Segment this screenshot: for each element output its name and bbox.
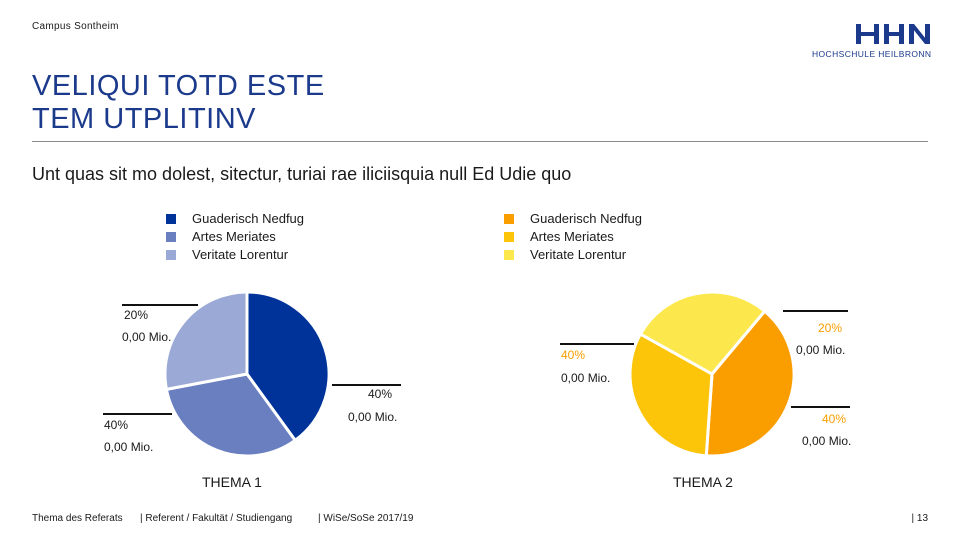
footer-referent: | Referent / Fakultät / Studiengang [140,513,293,524]
legend-item: Veritate Lorentur [504,246,642,264]
pie-chart-thema-2: 20% 0,00 Mio. 40% 0,00 Mio. 40% 0,00 Mio… [560,290,851,490]
legend-swatch [166,232,176,242]
title-line-2: TEM UTPLITINV [32,103,257,135]
pie-1-slices [163,290,331,458]
logo-wordmark: HOCHSCHULE HEILBRONN [812,49,932,59]
legend-thema-1: Guaderisch Nedfug Artes Meriates Veritat… [166,210,304,264]
legend-item: Veritate Lorentur [166,246,304,264]
hhn-logo: HOCHSCHULE HEILBRONN [812,22,932,66]
slice-pct-label: 40% [561,348,585,362]
legend-label: Artes Meriates [530,229,614,244]
footer-topic: Thema des Referats [32,513,123,524]
legend-label: Veritate Lorentur [530,247,627,262]
slice-pct-label: 20% [124,308,148,322]
slice-pct-label: 20% [818,321,842,335]
legend-swatch [166,214,176,224]
legend-label: Veritate Lorentur [192,247,289,262]
pie-slice-3 [638,290,767,376]
slice-amount-label: 0,00 Mio. [796,343,845,357]
slice-pct-label: 40% [368,387,392,401]
legend-item: Guaderisch Nedfug [166,210,304,228]
header-divider [32,141,928,142]
page-title: VELIQUI TOTD ESTE TEM UTPLITINV [32,70,325,136]
campus-label: Campus Sontheim [32,21,119,32]
legend-label: Guaderisch Nedfug [192,211,305,226]
legend-label: Guaderisch Nedfug [530,211,643,226]
legend-swatch [504,214,514,224]
slice-amount-label: 0,00 Mio. [802,434,851,448]
legend-thema-2: Guaderisch Nedfug Artes Meriates Veritat… [504,210,642,264]
footer-page-number: | 13 [911,513,929,524]
legend-swatch [504,250,514,260]
pie-2-slices [628,290,796,458]
legend-item: Guaderisch Nedfug [504,210,642,228]
hhn-logo-icon [856,24,930,44]
chart-title: THEMA 1 [202,474,262,490]
legend-swatch [166,250,176,260]
pie-slice-3 [163,290,249,392]
footer-semester: | WiSe/SoSe 2017/19 [318,513,414,524]
legend-label: Artes Meriates [192,229,276,244]
pie-chart-thema-1: 20% 0,00 Mio. 40% 0,00 Mio. 40% 0,00 Mio… [103,290,401,490]
legend-swatch [504,232,514,242]
chart-title: THEMA 2 [673,474,733,490]
slice-amount-label: 0,00 Mio. [561,371,610,385]
pie-slice-2 [164,372,298,458]
pie-slice-1 [245,290,331,443]
slice-amount-label: 0,00 Mio. [348,410,397,424]
title-line-1: VELIQUI TOTD ESTE [32,70,325,102]
pie-slice-2 [628,331,714,458]
slice-pct-label: 40% [822,412,846,426]
slice-amount-label: 0,00 Mio. [122,330,171,344]
pie-slice-1 [704,309,796,458]
subtitle: Unt quas sit mo dolest, sitectur, turiai… [32,164,572,184]
legend-item: Artes Meriates [504,228,642,246]
slice-amount-label: 0,00 Mio. [104,440,153,454]
legend-item: Artes Meriates [166,228,304,246]
slice-pct-label: 40% [104,418,128,432]
